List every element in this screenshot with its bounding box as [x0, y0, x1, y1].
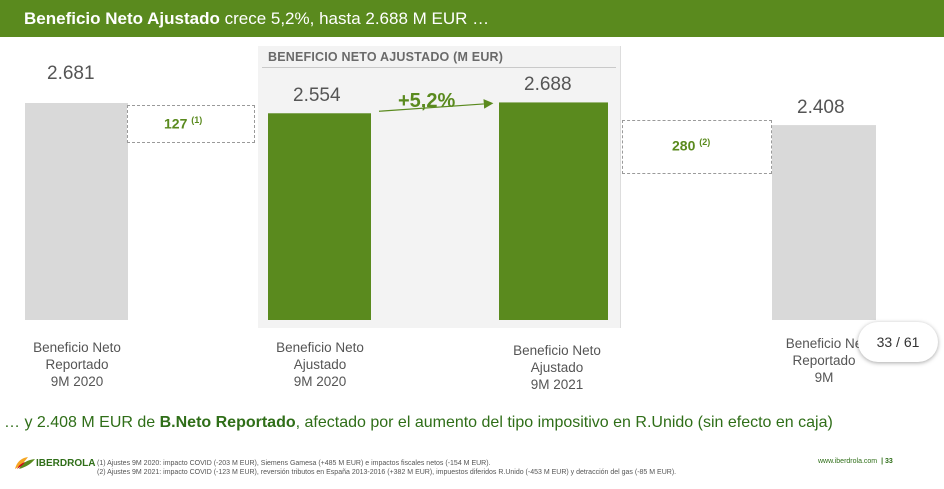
panel-divider: [620, 46, 621, 328]
slide-title: Beneficio Neto Ajustado crece 5,2%, hast…: [0, 0, 944, 37]
category-label-3-line-3: 9M 2021: [530, 377, 584, 392]
adjustment-note-1: (1): [191, 115, 203, 125]
adjustment-value-1: 127 (1): [164, 115, 203, 132]
website-link[interactable]: www.iberdrola.com | 33: [818, 458, 893, 465]
category-label-3-line-2: Ajustado: [530, 360, 584, 375]
growth-arrow: [378, 99, 494, 112]
value-label-4: 2.408: [797, 97, 845, 119]
iberdrola-leaf-icon: [15, 457, 35, 469]
adjustment-box-2: [622, 120, 772, 174]
value-label-3: 2.688: [524, 74, 572, 96]
category-label-1-line-3: 9M 2020: [50, 374, 104, 389]
category-label-2: Beneficio Neto Ajustado 9M 2020: [250, 339, 390, 390]
category-label-2-line-1: Beneficio Neto: [276, 340, 364, 355]
page-indicator[interactable]: 33 / 61: [858, 322, 938, 362]
panel-title-rule: [262, 67, 616, 68]
category-label-1: Beneficio Neto Reportado 9M 2020: [7, 339, 147, 390]
footnote-1: (1) Ajustes 9M 2020: impacto COVID (-203…: [97, 460, 491, 467]
adjustment-box-1: [127, 105, 255, 143]
footnote-2: (2) Ajustes 9M 2021: impacto COVID (-123…: [97, 469, 677, 476]
category-label-1-line-2: Reportado: [45, 357, 109, 372]
panel-title: BENEFICIO NETO AJUSTADO (M EUR): [268, 50, 504, 64]
category-label-3: Beneficio Neto Ajustado 9M 2021: [487, 342, 627, 393]
value-label-1: 2.681: [47, 63, 95, 84]
value-label-2: 2.554: [293, 85, 341, 107]
slide-title-rest: crece 5,2%, hasta 2.688 M EUR …: [224, 9, 490, 28]
category-label-4-line-1: Beneficio Ne: [785, 336, 863, 351]
bar-2: [268, 113, 371, 320]
bottom-statement-bold: B.Neto Reportado: [159, 414, 296, 431]
footer-page-number: | 33: [881, 458, 893, 465]
category-label-4-line-2: Reportado: [792, 353, 856, 368]
bar-3: [499, 102, 608, 321]
adjustment-note-2: (2): [699, 137, 711, 147]
category-label-4-line-3: 9M: [814, 370, 834, 385]
bar-4: [772, 125, 876, 320]
iberdrola-logo-text: IBERDROLA: [36, 458, 96, 469]
category-label-3-line-1: Beneficio Neto: [513, 343, 601, 358]
bar-1: [25, 103, 128, 320]
category-label-2-line-3: 9M 2020: [293, 374, 347, 389]
category-label-1-line-1: Beneficio Neto: [33, 340, 121, 355]
growth-label: +5,2%: [398, 90, 456, 112]
slide-title-bold: Beneficio Neto Ajustado: [24, 9, 220, 28]
category-label-4: Beneficio Ne Reportado 9M: [754, 335, 894, 386]
adjustment-value-2: 280 (2): [672, 137, 711, 154]
bottom-statement: … y 2.408 M EUR de B.Neto Reportado, afe…: [4, 414, 833, 431]
category-label-2-line-2: Ajustado: [293, 357, 347, 372]
